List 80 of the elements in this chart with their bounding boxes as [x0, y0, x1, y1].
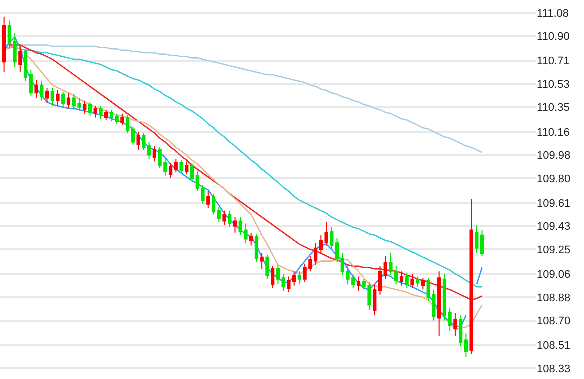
- y-tick-label: 111.08: [537, 8, 570, 20]
- candlestick: [34, 80, 38, 99]
- candlestick: [464, 333, 468, 358]
- candlestick: [206, 190, 210, 209]
- candlestick: [400, 271, 404, 286]
- candlestick: [190, 162, 194, 182]
- candlestick: [330, 227, 334, 250]
- candlestick: [152, 146, 156, 162]
- candlestick: [442, 274, 447, 322]
- y-tick-label: 110.90: [537, 31, 570, 44]
- y-tick-label: 109.98: [537, 150, 571, 162]
- candlestick: [254, 234, 259, 264]
- candlestick: [126, 114, 130, 134]
- y-tick-label: 110.16: [537, 126, 570, 139]
- candlestick: [458, 315, 463, 348]
- candlestick: [480, 230, 484, 257]
- candlestick: [405, 272, 409, 289]
- candlestick: [217, 206, 221, 223]
- y-tick-label: 108.33: [537, 364, 571, 376]
- candlestick: [314, 242, 318, 266]
- candlestick: [24, 48, 28, 82]
- candlestick: [174, 158, 178, 173]
- candlestick: [45, 87, 50, 104]
- candlestick: [120, 113, 124, 126]
- candlestick: [266, 254, 270, 280]
- candlestick: [356, 276, 361, 292]
- y-tick-label: 109.61: [537, 198, 571, 210]
- candlestick: [438, 271, 442, 337]
- candlestick: [131, 126, 136, 146]
- candlestick: [136, 131, 140, 151]
- y-tick-label: 110.53: [537, 78, 570, 91]
- candlestick: [416, 276, 420, 288]
- line-series: [4, 44, 483, 154]
- candlestick: [271, 266, 275, 289]
- candlestick: [410, 274, 414, 289]
- candlestick: [88, 102, 92, 117]
- candlestick: [335, 238, 340, 264]
- candlestick: [29, 69, 33, 96]
- candlestick: [56, 90, 60, 107]
- candlestick: [110, 109, 114, 122]
- candlestick: [384, 256, 388, 280]
- candlestick: [276, 264, 280, 286]
- candlestick: [66, 92, 71, 110]
- candlestick: [180, 160, 184, 174]
- candlestick: [18, 46, 22, 73]
- candlestick: [282, 274, 286, 292]
- y-tick-label: 109.43: [537, 221, 571, 234]
- candlestick: [94, 106, 98, 118]
- y-tick-label: 109.06: [537, 269, 571, 282]
- candlestick: [475, 224, 479, 254]
- candlestick: [260, 253, 264, 270]
- candlestick: [168, 162, 173, 180]
- candlestick: [212, 194, 216, 216]
- y-tick-label: 110.71: [537, 56, 570, 68]
- candlestick: [62, 91, 66, 108]
- candlestick: [233, 216, 238, 234]
- candlestick: [83, 100, 87, 114]
- candlestick: [378, 266, 382, 296]
- candlestick: [104, 109, 108, 121]
- candlestick: [222, 210, 226, 226]
- y-tick-label: 108.88: [537, 292, 571, 304]
- y-tick-label: 109.25: [537, 244, 571, 256]
- candlestick: [448, 307, 452, 332]
- y-tick-label: 108.70: [537, 316, 571, 328]
- y-tick-label: 108.51: [537, 340, 571, 352]
- candlestick: [421, 278, 426, 290]
- candlestick: [40, 80, 44, 102]
- candlestick: [373, 284, 377, 316]
- y-tick-label: 110.35: [537, 102, 570, 114]
- candlestick: [2, 16, 6, 73]
- candlestick: [50, 87, 54, 107]
- candlestick: [250, 232, 254, 246]
- candlestick: [228, 210, 232, 228]
- candlestick: [185, 161, 189, 176]
- candlestick: [99, 106, 103, 120]
- candlestick: [115, 113, 119, 125]
- candlestick: [470, 198, 474, 355]
- candlestick: [454, 312, 458, 337]
- y-tick-label: 109.80: [537, 173, 571, 186]
- candlestick: [298, 271, 302, 286]
